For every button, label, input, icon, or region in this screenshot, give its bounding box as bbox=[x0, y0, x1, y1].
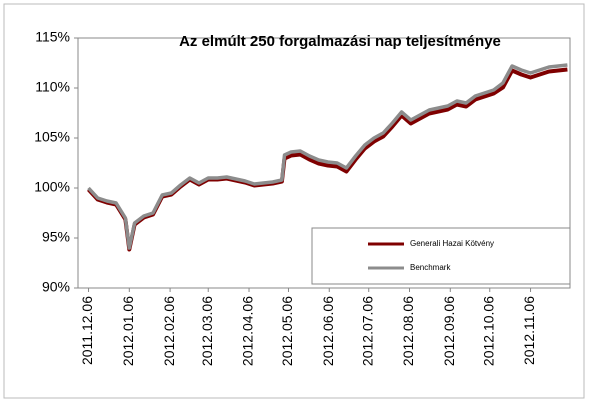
y-tick-label: 105% bbox=[34, 129, 70, 145]
y-tick-label: 100% bbox=[34, 179, 70, 195]
x-tick-label: 2012.01.06 bbox=[120, 296, 136, 366]
x-tick-label: 2012.09.06 bbox=[441, 296, 457, 366]
y-tick-label: 90% bbox=[42, 279, 70, 295]
legend-label: Generali Hazai Kötvény bbox=[410, 239, 494, 248]
x-tick-label: 2012.10.06 bbox=[480, 296, 496, 366]
x-tick-label: 2012.08.06 bbox=[400, 296, 416, 366]
legend-box bbox=[311, 227, 571, 285]
x-tick-label: 2012.11.06 bbox=[521, 296, 537, 365]
chart-title: Az elmúlt 250 forgalmazási nap teljesítm… bbox=[179, 33, 501, 50]
x-tick-label: 2012.07.06 bbox=[359, 296, 375, 366]
series-line bbox=[87, 63, 568, 250]
x-tick-label: 2012.03.06 bbox=[199, 296, 215, 366]
y-tick-label: 110% bbox=[35, 79, 70, 95]
x-tick-label: 2012.05.06 bbox=[279, 296, 295, 366]
x-tick-label: 2012.04.06 bbox=[240, 296, 256, 366]
x-tick-label: 2011.12.06 bbox=[79, 296, 95, 365]
x-tick-label: 2012.06.06 bbox=[320, 296, 336, 366]
y-tick-label: 95% bbox=[42, 229, 70, 245]
legend-label: Benchmark bbox=[410, 263, 451, 272]
x-tick-label: 2012.02.06 bbox=[161, 296, 177, 366]
y-tick-label: 115% bbox=[35, 29, 70, 45]
